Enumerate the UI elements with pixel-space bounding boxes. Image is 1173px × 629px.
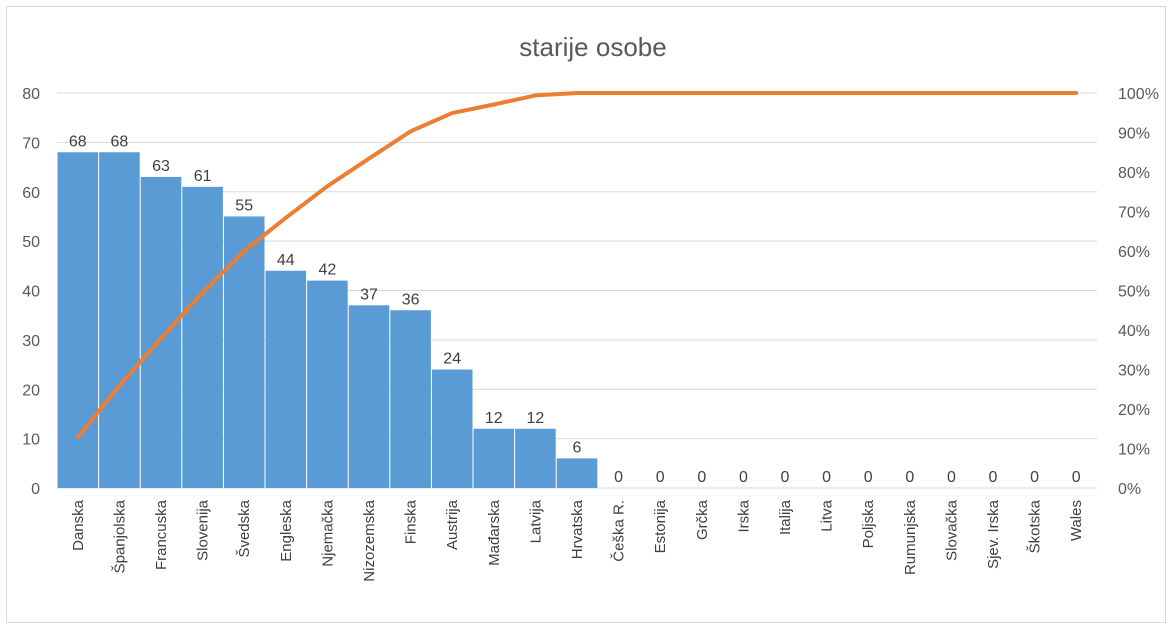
category-label: Danska: [70, 499, 87, 551]
bar-value-label: 55: [235, 197, 253, 214]
right-tick-label: 10%: [1118, 442, 1150, 459]
left-tick-label: 0: [31, 481, 40, 498]
category-label: Estonija: [652, 499, 669, 553]
category-label: Austrija: [444, 499, 461, 550]
category-label: Wales: [1068, 500, 1085, 541]
bar-series: [57, 152, 598, 488]
category-label: Latvija: [527, 499, 544, 543]
bar: [390, 310, 431, 488]
right-tick-label: 70%: [1118, 205, 1150, 222]
right-tick-label: 90%: [1118, 126, 1150, 143]
bar-value-label: 0: [947, 469, 956, 486]
bar-value-label: 0: [905, 469, 914, 486]
bar-value-label: 0: [781, 469, 790, 486]
bar-value-label: 37: [360, 286, 378, 303]
category-label: Španjolska: [111, 499, 128, 573]
right-tick-label: 0%: [1118, 481, 1141, 498]
left-axis-ticks: 0 10 20 30 40 50 60 70 80: [22, 86, 40, 498]
bar-value-label: 36: [402, 291, 420, 308]
bar-value-label: 0: [1072, 469, 1081, 486]
bar-value-label: 0: [989, 469, 998, 486]
bar-value-label: 0: [656, 469, 665, 486]
chart-title: starije osobe: [519, 32, 666, 62]
bar-value-label: 61: [194, 168, 212, 185]
left-tick-label: 10: [22, 432, 40, 449]
category-label: Grčka: [694, 499, 711, 540]
right-tick-label: 40%: [1118, 323, 1150, 340]
category-label: Rumunjska: [902, 499, 919, 575]
right-tick-label: 100%: [1118, 86, 1159, 103]
bar-value-label: 44: [277, 252, 295, 269]
bar-value-label: 0: [697, 469, 706, 486]
bar-value-label: 0: [739, 469, 748, 486]
bar: [515, 428, 556, 488]
bar-value-label: 12: [485, 410, 503, 427]
left-tick-label: 20: [22, 382, 40, 399]
category-label: Litva: [819, 499, 836, 531]
category-labels: Danska Španjolska Francuska Slovenija Švedsk…: [70, 499, 1085, 581]
bar: [223, 216, 265, 488]
left-tick-label: 60: [22, 185, 40, 202]
category-label: Mađarska: [486, 499, 503, 566]
bar: [431, 369, 473, 488]
category-label: Njemačka: [319, 499, 336, 566]
category-label: Švedska: [236, 499, 253, 557]
cumulative-line: [75, 91, 1079, 439]
category-label: Slovačka: [943, 499, 960, 561]
right-axis-ticks: 0% 10% 20% 30% 40% 50% 60% 70% 80% 90% 100%: [1118, 86, 1159, 498]
bar-data-labels: 68 68 63 61 55 44 42 37 36 24 12 12 6 0 0 0 0 0 0 0 0 0 0 0 0: [69, 133, 1081, 486]
bar: [182, 186, 223, 488]
category-label: Finska: [403, 499, 420, 544]
right-tick-label: 30%: [1118, 363, 1150, 380]
bar-value-label: 6: [573, 439, 582, 456]
bar-value-label: 24: [443, 351, 461, 368]
right-tick-label: 60%: [1118, 244, 1150, 261]
bar-value-label: 68: [69, 133, 87, 150]
category-label: Hrvatska: [569, 499, 586, 559]
category-label: Italija: [777, 499, 794, 535]
category-label: Slovenija: [195, 499, 212, 561]
bar: [140, 176, 182, 488]
category-label: Škotska: [1027, 499, 1044, 553]
bar: [265, 270, 307, 488]
bar-value-label: 63: [152, 158, 170, 175]
category-label: Sjev. Irska: [985, 499, 1002, 569]
bar: [99, 152, 140, 488]
bar-value-label: 0: [822, 469, 831, 486]
category-label: Nizozemska: [361, 499, 378, 581]
bar-value-label: 0: [864, 469, 873, 486]
category-label: Poljska: [860, 499, 877, 548]
right-tick-label: 80%: [1118, 165, 1150, 182]
bar-value-label: 0: [614, 469, 623, 486]
bar-value-label: 0: [1030, 469, 1039, 486]
category-label: Češka R.: [611, 500, 628, 562]
bar: [307, 280, 348, 488]
bar: [57, 152, 99, 488]
left-tick-label: 80: [22, 86, 40, 103]
bar: [348, 305, 390, 488]
left-tick-label: 40: [22, 284, 40, 301]
left-tick-label: 50: [22, 234, 40, 251]
category-label: Francuska: [153, 499, 170, 570]
left-tick-label: 30: [22, 333, 40, 350]
bar-value-label: 12: [527, 410, 545, 427]
bar-value-label: 42: [319, 262, 337, 279]
bar: [473, 428, 515, 488]
category-label: Engleska: [278, 499, 295, 561]
category-label: Irska: [735, 499, 752, 532]
cumulative-line-series: [75, 91, 1079, 439]
right-tick-label: 20%: [1118, 402, 1150, 419]
right-tick-label: 50%: [1118, 284, 1150, 301]
bar-value-label: 68: [111, 133, 129, 150]
left-tick-label: 70: [22, 135, 40, 152]
bar: [556, 458, 598, 488]
